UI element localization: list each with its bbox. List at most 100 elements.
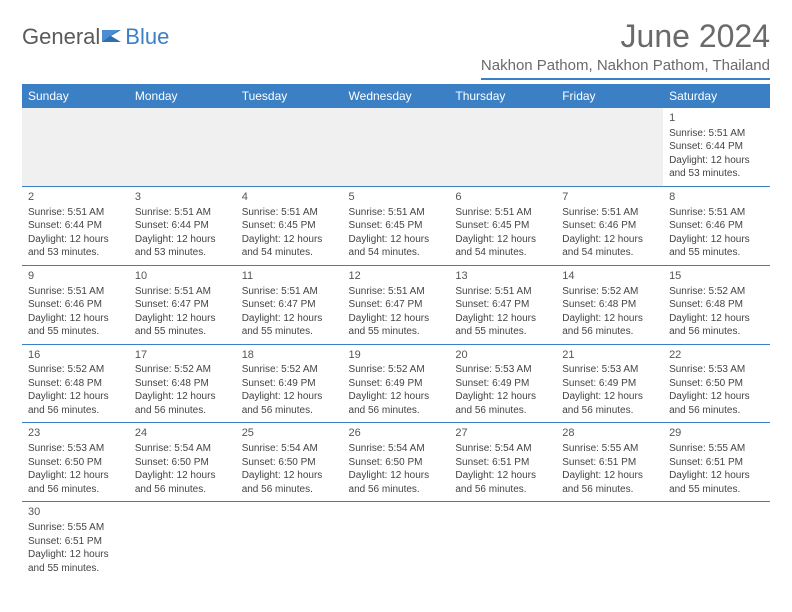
- calendar-cell: 13Sunrise: 5:51 AMSunset: 6:47 PMDayligh…: [449, 265, 556, 344]
- daylight1-text: Daylight: 12 hours: [242, 312, 337, 326]
- sunrise-text: Sunrise: 5:51 AM: [669, 206, 764, 220]
- daylight2-text: and 56 minutes.: [669, 325, 764, 339]
- sunrise-text: Sunrise: 5:51 AM: [28, 285, 123, 299]
- day-number: 5: [349, 190, 444, 205]
- day-number: 9: [28, 269, 123, 284]
- sunrise-text: Sunrise: 5:51 AM: [242, 285, 337, 299]
- daylight1-text: Daylight: 12 hours: [562, 390, 657, 404]
- daylight1-text: Daylight: 12 hours: [28, 312, 123, 326]
- day-number: 17: [135, 348, 230, 363]
- daylight1-text: Daylight: 12 hours: [135, 390, 230, 404]
- calendar-cell: [129, 108, 236, 186]
- calendar-cell: 14Sunrise: 5:52 AMSunset: 6:48 PMDayligh…: [556, 265, 663, 344]
- sunrise-text: Sunrise: 5:51 AM: [455, 206, 550, 220]
- calendar-cell: 3Sunrise: 5:51 AMSunset: 6:44 PMDaylight…: [129, 186, 236, 265]
- calendar-cell: 19Sunrise: 5:52 AMSunset: 6:49 PMDayligh…: [343, 344, 450, 423]
- calendar-cell: [236, 108, 343, 186]
- sunset-text: Sunset: 6:46 PM: [669, 219, 764, 233]
- daylight1-text: Daylight: 12 hours: [562, 312, 657, 326]
- day-number: 15: [669, 269, 764, 284]
- location-text: Nakhon Pathom, Nakhon Pathom, Thailand: [481, 57, 770, 80]
- daylight2-text: and 56 minutes.: [28, 404, 123, 418]
- daylight2-text: and 55 minutes.: [349, 325, 444, 339]
- daylight2-text: and 55 minutes.: [28, 562, 123, 576]
- calendar-cell: 27Sunrise: 5:54 AMSunset: 6:51 PMDayligh…: [449, 423, 556, 502]
- sunset-text: Sunset: 6:47 PM: [135, 298, 230, 312]
- daylight2-text: and 56 minutes.: [455, 483, 550, 497]
- day-number: 13: [455, 269, 550, 284]
- calendar-cell: 17Sunrise: 5:52 AMSunset: 6:48 PMDayligh…: [129, 344, 236, 423]
- daylight2-text: and 55 minutes.: [135, 325, 230, 339]
- sunrise-text: Sunrise: 5:51 AM: [135, 285, 230, 299]
- flag-icon: [101, 24, 123, 50]
- calendar-cell: 2Sunrise: 5:51 AMSunset: 6:44 PMDaylight…: [22, 186, 129, 265]
- daylight2-text: and 56 minutes.: [562, 404, 657, 418]
- calendar-cell: 30Sunrise: 5:55 AMSunset: 6:51 PMDayligh…: [22, 502, 129, 580]
- calendar-cell: 21Sunrise: 5:53 AMSunset: 6:49 PMDayligh…: [556, 344, 663, 423]
- daylight1-text: Daylight: 12 hours: [242, 469, 337, 483]
- sunset-text: Sunset: 6:48 PM: [562, 298, 657, 312]
- calendar-cell: 20Sunrise: 5:53 AMSunset: 6:49 PMDayligh…: [449, 344, 556, 423]
- sunset-text: Sunset: 6:50 PM: [242, 456, 337, 470]
- daylight1-text: Daylight: 12 hours: [455, 233, 550, 247]
- daylight2-text: and 56 minutes.: [349, 404, 444, 418]
- sunrise-text: Sunrise: 5:53 AM: [562, 363, 657, 377]
- daylight2-text: and 55 minutes.: [242, 325, 337, 339]
- sunrise-text: Sunrise: 5:54 AM: [455, 442, 550, 456]
- sunset-text: Sunset: 6:50 PM: [349, 456, 444, 470]
- sunset-text: Sunset: 6:49 PM: [242, 377, 337, 391]
- daylight2-text: and 56 minutes.: [242, 483, 337, 497]
- sunrise-text: Sunrise: 5:52 AM: [28, 363, 123, 377]
- brand-logo: General Blue: [22, 24, 169, 50]
- sunset-text: Sunset: 6:46 PM: [562, 219, 657, 233]
- sunset-text: Sunset: 6:45 PM: [455, 219, 550, 233]
- day-number: 18: [242, 348, 337, 363]
- day-number: 6: [455, 190, 550, 205]
- sunset-text: Sunset: 6:44 PM: [28, 219, 123, 233]
- daylight1-text: Daylight: 12 hours: [455, 312, 550, 326]
- day-number: 26: [349, 426, 444, 441]
- sunrise-text: Sunrise: 5:55 AM: [669, 442, 764, 456]
- day-number: 16: [28, 348, 123, 363]
- day-header: Saturday: [663, 84, 770, 108]
- sunrise-text: Sunrise: 5:51 AM: [455, 285, 550, 299]
- day-header: Thursday: [449, 84, 556, 108]
- sunrise-text: Sunrise: 5:51 AM: [562, 206, 657, 220]
- calendar-cell: 4Sunrise: 5:51 AMSunset: 6:45 PMDaylight…: [236, 186, 343, 265]
- sunset-text: Sunset: 6:50 PM: [669, 377, 764, 391]
- daylight1-text: Daylight: 12 hours: [28, 233, 123, 247]
- calendar-cell: 5Sunrise: 5:51 AMSunset: 6:45 PMDaylight…: [343, 186, 450, 265]
- month-title: June 2024: [481, 18, 770, 55]
- calendar-cell: 16Sunrise: 5:52 AMSunset: 6:48 PMDayligh…: [22, 344, 129, 423]
- calendar-cell: [129, 502, 236, 580]
- calendar-cell: 10Sunrise: 5:51 AMSunset: 6:47 PMDayligh…: [129, 265, 236, 344]
- sunrise-text: Sunrise: 5:54 AM: [349, 442, 444, 456]
- sunset-text: Sunset: 6:48 PM: [28, 377, 123, 391]
- daylight2-text: and 54 minutes.: [562, 246, 657, 260]
- daylight1-text: Daylight: 12 hours: [349, 233, 444, 247]
- calendar-cell: [663, 502, 770, 580]
- sunrise-text: Sunrise: 5:53 AM: [28, 442, 123, 456]
- calendar-table: SundayMondayTuesdayWednesdayThursdayFrid…: [22, 84, 770, 580]
- sunrise-text: Sunrise: 5:51 AM: [28, 206, 123, 220]
- day-number: 19: [349, 348, 444, 363]
- daylight2-text: and 56 minutes.: [349, 483, 444, 497]
- daylight1-text: Daylight: 12 hours: [669, 312, 764, 326]
- day-number: 1: [669, 111, 764, 126]
- day-number: 23: [28, 426, 123, 441]
- sunrise-text: Sunrise: 5:51 AM: [349, 285, 444, 299]
- calendar-cell: 9Sunrise: 5:51 AMSunset: 6:46 PMDaylight…: [22, 265, 129, 344]
- day-number: 21: [562, 348, 657, 363]
- daylight1-text: Daylight: 12 hours: [242, 390, 337, 404]
- sunset-text: Sunset: 6:47 PM: [349, 298, 444, 312]
- sunset-text: Sunset: 6:44 PM: [135, 219, 230, 233]
- daylight1-text: Daylight: 12 hours: [242, 233, 337, 247]
- sunset-text: Sunset: 6:44 PM: [669, 140, 764, 154]
- daylight1-text: Daylight: 12 hours: [562, 469, 657, 483]
- sunrise-text: Sunrise: 5:54 AM: [135, 442, 230, 456]
- day-number: 4: [242, 190, 337, 205]
- sunset-text: Sunset: 6:46 PM: [28, 298, 123, 312]
- brand-part2: Blue: [125, 24, 169, 50]
- calendar-cell: 15Sunrise: 5:52 AMSunset: 6:48 PMDayligh…: [663, 265, 770, 344]
- calendar-row: 1Sunrise: 5:51 AMSunset: 6:44 PMDaylight…: [22, 108, 770, 186]
